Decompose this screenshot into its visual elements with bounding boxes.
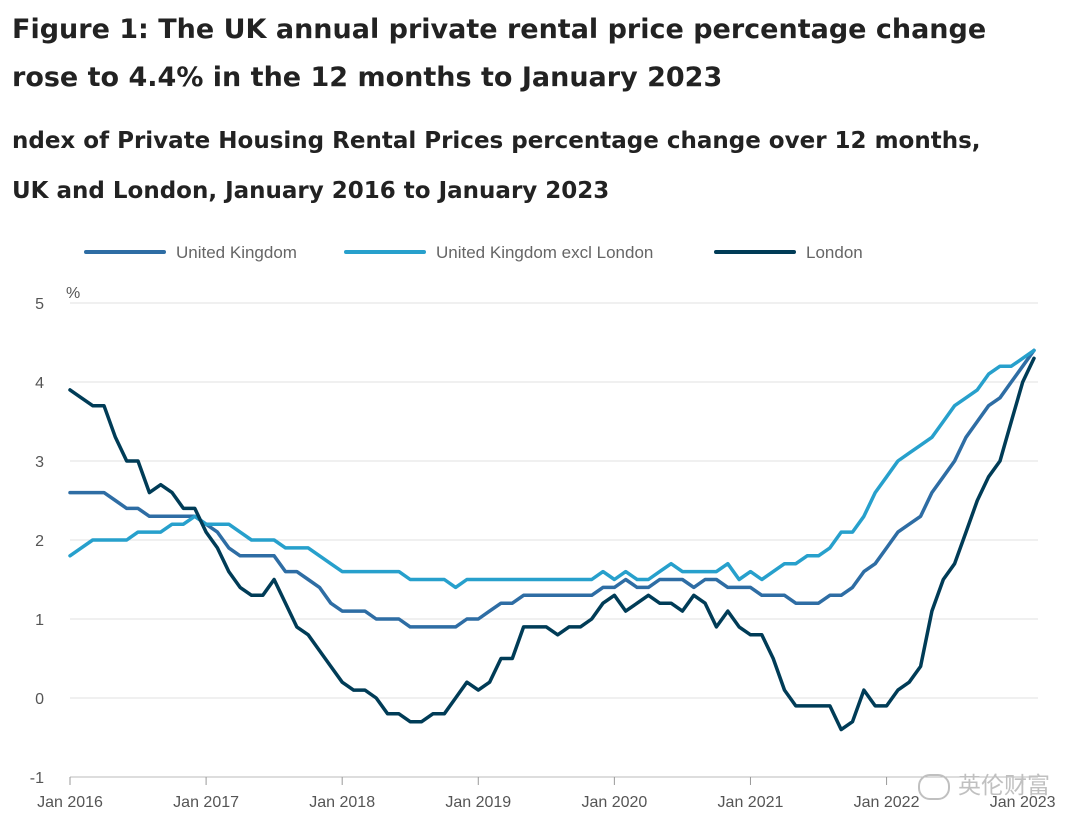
x-tick-label: Jan 2023: [990, 794, 1056, 811]
x-tick-label: Jan 2017: [173, 794, 239, 811]
chart-subtitle-line-1: ndex of Private Housing Rental Prices pe…: [12, 128, 981, 154]
watermark: 英伦财富: [918, 766, 1050, 800]
series-line-0: [68, 348, 1036, 629]
x-tick-label: Jan 2018: [309, 794, 375, 811]
y-tick-label: 0: [35, 691, 44, 708]
x-tick-label: Jan 2020: [581, 794, 647, 811]
wechat-icon: [918, 773, 950, 800]
y-axis-unit-label: %: [66, 285, 80, 302]
legend-item-1: United Kingdom excl London: [344, 243, 653, 262]
x-tick-label: Jan 2021: [718, 794, 784, 811]
x-tick-label: Jan 2019: [445, 794, 511, 811]
series-line-1: [68, 348, 1036, 590]
y-tick-label: 4: [35, 375, 44, 392]
x-tick-label: Jan 2022: [854, 794, 920, 811]
chart-title-line-1: Figure 1: The UK annual private rental p…: [12, 14, 987, 45]
legend-label: United Kingdom excl London: [436, 243, 653, 262]
y-tick-label: 3: [35, 454, 44, 471]
watermark-text: 英伦财富: [958, 773, 1050, 799]
chart-subtitle-line-2: UK and London, January 2016 to January 2…: [12, 178, 610, 204]
legend: United Kingdom United Kingdom excl London…: [84, 243, 863, 262]
chart-title-line-2: rose to 4.4% in the 12 months to January…: [12, 62, 723, 93]
series-line-2: [68, 356, 1036, 732]
gridlines: [70, 302, 1038, 778]
x-tick-label: Jan 2016: [37, 794, 103, 811]
legend-label: United Kingdom: [176, 243, 297, 262]
legend-item-2: London: [714, 243, 863, 262]
y-tick-label: 2: [35, 533, 44, 550]
y-axis: % -1 0 1 2 3 4 5: [30, 285, 80, 787]
y-tick-label: -1: [30, 770, 44, 787]
x-axis: Jan 2016 Jan 2017 Jan 2018 Jan 2019 Jan 2020…: [37, 777, 1056, 811]
y-tick-label: 1: [35, 612, 44, 629]
series-lines: [68, 348, 1036, 732]
legend-item-0: United Kingdom: [84, 243, 297, 262]
y-tick-label: 5: [35, 296, 44, 313]
legend-label: London: [806, 243, 863, 262]
